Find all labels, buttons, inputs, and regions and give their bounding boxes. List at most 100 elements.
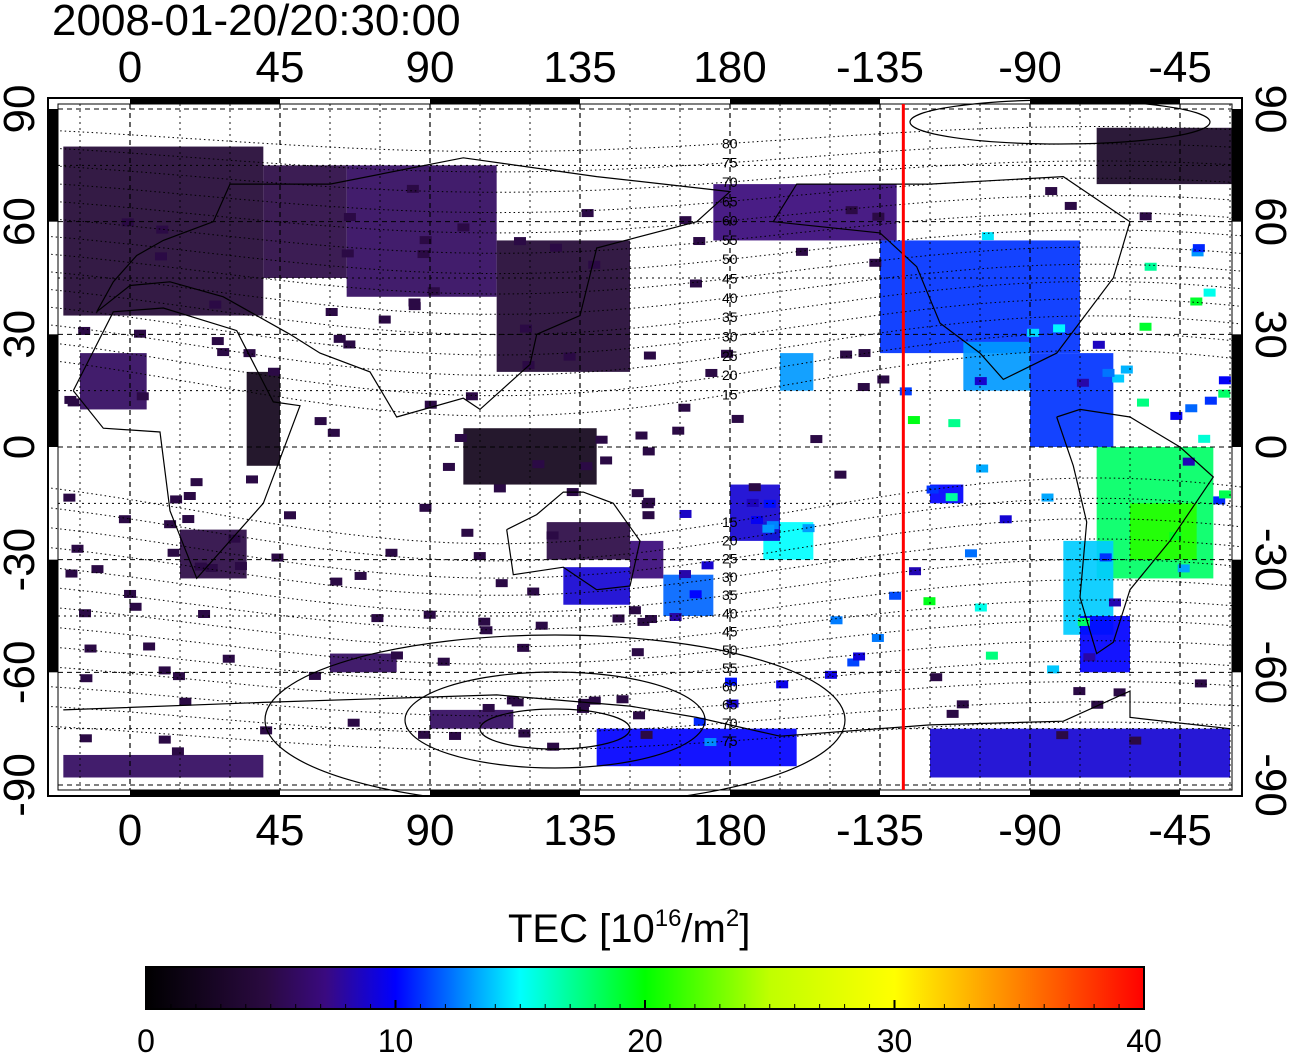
tec-patch: [563, 567, 630, 605]
tec-cell: [974, 603, 987, 612]
tec-cell: [600, 456, 613, 465]
tec-cell: [136, 392, 149, 401]
coastline: [96, 157, 732, 418]
tec-cell: [118, 515, 131, 524]
tec-cell: [628, 606, 641, 615]
tec-cell: [834, 470, 847, 479]
tec-cell: [1047, 665, 1060, 674]
tec-cell: [748, 483, 761, 492]
colorbar-tick-label: 10: [378, 1023, 414, 1057]
tec-cell: [327, 428, 340, 437]
bottom-lon-tick: 0: [118, 806, 142, 855]
mag-lat-label: 50: [722, 642, 738, 658]
mag-lat-label: 25: [722, 551, 738, 567]
colorbar-tick-label: 30: [877, 1023, 913, 1057]
tec-cell: [518, 729, 531, 738]
left-lat-tick: 0: [0, 435, 44, 459]
tec-cell: [1112, 374, 1125, 383]
tec-cell: [726, 699, 739, 708]
mag-lat-contour: [48, 298, 1242, 356]
colorbar-label-exp: 16: [654, 905, 682, 932]
tec-cell: [283, 511, 296, 520]
left-lat-tick: 60: [0, 197, 44, 246]
tec-cell: [179, 697, 192, 706]
coastline: [1056, 408, 1215, 655]
tec-cell: [642, 511, 655, 520]
colorbar-label-mid: /m: [681, 907, 726, 951]
frame-scale-bars: [48, 98, 1242, 796]
frame-bar-right: [1232, 334, 1242, 447]
tec-cell: [945, 493, 958, 502]
tec-cell: [693, 717, 706, 726]
left-lat-tick: 90: [0, 85, 44, 134]
tec-cell: [371, 614, 384, 623]
tec-cell: [1144, 262, 1157, 271]
tec-cell: [637, 617, 650, 626]
tec-cell: [588, 260, 601, 269]
tec-cell: [907, 416, 920, 425]
tec-cell: [457, 223, 470, 232]
tec-cell: [427, 287, 440, 296]
mag-lat-contour: [48, 579, 1242, 631]
tec-cell: [1218, 490, 1231, 499]
frame-bar-top: [430, 98, 580, 104]
tec-cell: [84, 644, 97, 653]
left-lat-tick: 30: [0, 310, 44, 359]
tec-cell: [1091, 700, 1104, 709]
tec-cell: [1198, 434, 1211, 443]
frame-bar-top: [730, 98, 880, 104]
colorbar-ticks: 0 10 20 30 40: [137, 1000, 1162, 1057]
mag-lat-contour: [48, 477, 1242, 545]
tec-cell: [205, 563, 218, 572]
mag-lat-contour: [48, 538, 1242, 596]
tec-cell: [679, 216, 692, 225]
tec-cell: [419, 503, 432, 512]
tec-cell: [640, 730, 653, 739]
tec-cell: [1182, 457, 1195, 466]
tec-cell: [378, 315, 391, 324]
mag-lat-label: 35: [722, 587, 738, 603]
frame-bar-right: [1232, 559, 1242, 673]
tec-cell: [1136, 398, 1149, 407]
tec-cell: [65, 569, 78, 578]
tec-cell: [731, 414, 744, 423]
tec-cell: [1113, 688, 1126, 697]
tec-cell: [154, 252, 167, 261]
mag-lat-label: 20: [722, 367, 738, 383]
left-lat-tick: -60: [0, 641, 44, 705]
mag-lat-label: 30: [722, 569, 738, 585]
tec-cell: [946, 709, 959, 718]
tec-cell: [678, 403, 691, 412]
colorbar-label-exp2: 2: [725, 905, 740, 932]
tec-cell: [535, 621, 548, 630]
tec-cell: [343, 340, 356, 349]
tec-cell: [1213, 496, 1226, 505]
tec-cell: [341, 249, 354, 258]
bottom-lon-tick: -135: [836, 806, 924, 855]
tec-cell: [506, 696, 519, 705]
tec-cell: [493, 484, 506, 493]
tec-cell: [678, 570, 691, 579]
tec-cell: [981, 232, 994, 241]
mag-lat-label: 75: [722, 733, 738, 749]
right-lat-tick: 30: [1246, 310, 1292, 359]
tec-cell: [1073, 687, 1086, 696]
bottom-lon-tick: 135: [543, 806, 616, 855]
left-lat-tick: -30: [0, 528, 44, 592]
coastline: [772, 175, 1131, 381]
left-lat-tick: -90: [0, 753, 44, 817]
tec-cell: [156, 225, 169, 234]
mag-lat-contour: [48, 518, 1242, 579]
tec-cell: [442, 462, 455, 471]
top-lon-tick: 90: [406, 43, 455, 92]
mag-lat-label: 15: [722, 514, 738, 530]
tec-cell: [347, 718, 360, 727]
right-lat-tick: 60: [1246, 197, 1292, 246]
mag-lat-label: 65: [722, 697, 738, 713]
tec-cell: [79, 609, 92, 618]
tec-cell: [643, 351, 656, 360]
bottom-lon-tick: 45: [256, 806, 305, 855]
tec-cell: [964, 549, 977, 558]
tec-cell: [480, 626, 493, 635]
tec-patch: [246, 371, 280, 466]
